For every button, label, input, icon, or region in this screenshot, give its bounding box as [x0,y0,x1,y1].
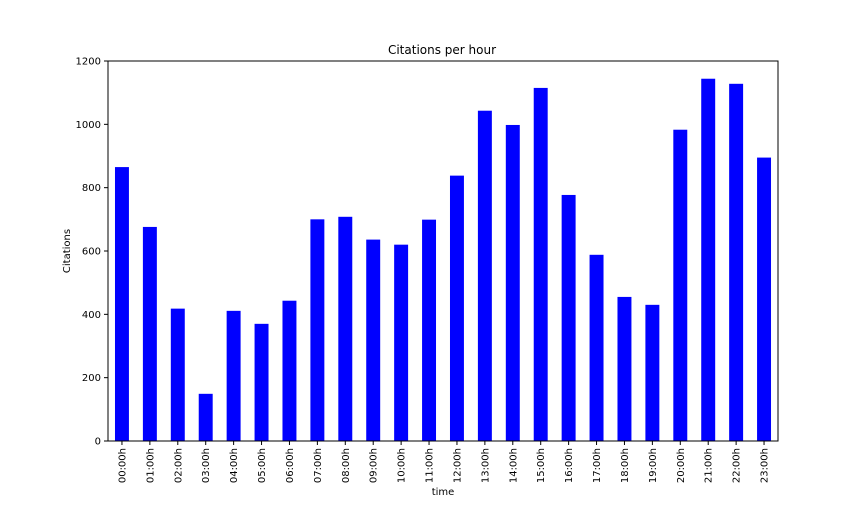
bar-15:00h [533,87,548,442]
x-tick-label: 09:00h [369,448,380,483]
x-tick-label: 22:00h [732,448,743,483]
x-tick-label: 05:00h [257,448,268,483]
x-tick-label: 01:00h [145,448,156,483]
bar-04:00h [226,310,241,441]
y-axis-ticks: 0 200 400 600 800 1000 1200 [76,57,108,448]
x-tick-label: 04:00h [229,448,240,483]
x-tick-label: 19:00h [648,448,659,483]
bars-layer [114,78,772,442]
bar-01:00h [142,226,157,441]
bar-10:00h [394,244,409,441]
bar-12:00h [449,175,464,441]
y-tick-label: 1000 [76,120,101,131]
y-tick-label: 800 [82,183,101,194]
bar-06:00h [282,300,297,441]
bar-17:00h [589,254,604,441]
bar-21:00h [701,78,716,441]
bar-13:00h [477,110,492,441]
x-axis-ticks: 00:00h 01:00h 02:00h 03:00h 04:00h 05:00h 06:0… [117,441,771,483]
bar-09:00h [366,239,381,441]
bar-00:00h [114,167,129,442]
bar-22:00h [729,83,744,442]
y-tick-label: 600 [82,247,101,258]
x-tick-label: 13:00h [480,448,491,483]
bar-23:00h [757,157,772,442]
y-tick-label: 400 [82,310,101,321]
bar-07:00h [310,219,325,441]
y-tick-label: 200 [82,373,101,384]
bar-08:00h [338,216,353,441]
bar-02:00h [170,308,185,441]
bar-16:00h [561,194,576,441]
y-tick-label: 0 [95,437,101,448]
x-tick-label: 08:00h [341,448,352,483]
x-tick-label: 17:00h [592,448,603,483]
x-tick-label: 16:00h [564,448,575,483]
bar-20:00h [673,129,688,441]
x-tick-label: 18:00h [620,448,631,483]
y-axis-label: Citations [62,229,73,273]
x-tick-label: 06:00h [285,448,296,483]
x-tick-label: 15:00h [536,448,547,483]
plot-frame [107,60,779,442]
x-tick-label: 07:00h [313,448,324,483]
x-tick-label: 10:00h [397,448,408,483]
x-tick-label: 11:00h [425,448,436,483]
x-tick-label: 14:00h [508,448,519,483]
x-tick-label: 00:00h [117,448,128,483]
bar-05:00h [254,323,269,441]
bar-03:00h [198,393,213,441]
x-tick-label: 20:00h [676,448,687,483]
bar-19:00h [645,304,660,441]
x-tick-label: 02:00h [173,448,184,483]
bar-14:00h [505,124,520,441]
bar-11:00h [422,219,437,441]
x-tick-label: 21:00h [704,448,715,483]
bar-18:00h [617,296,632,441]
y-tick-label: 1200 [76,57,101,68]
x-tick-label: 12:00h [452,448,463,483]
x-tick-label: 03:00h [201,448,212,483]
chart-title: Citations per hour [388,43,496,57]
x-axis-label: time [432,487,455,498]
x-tick-label: 23:00h [760,448,771,483]
